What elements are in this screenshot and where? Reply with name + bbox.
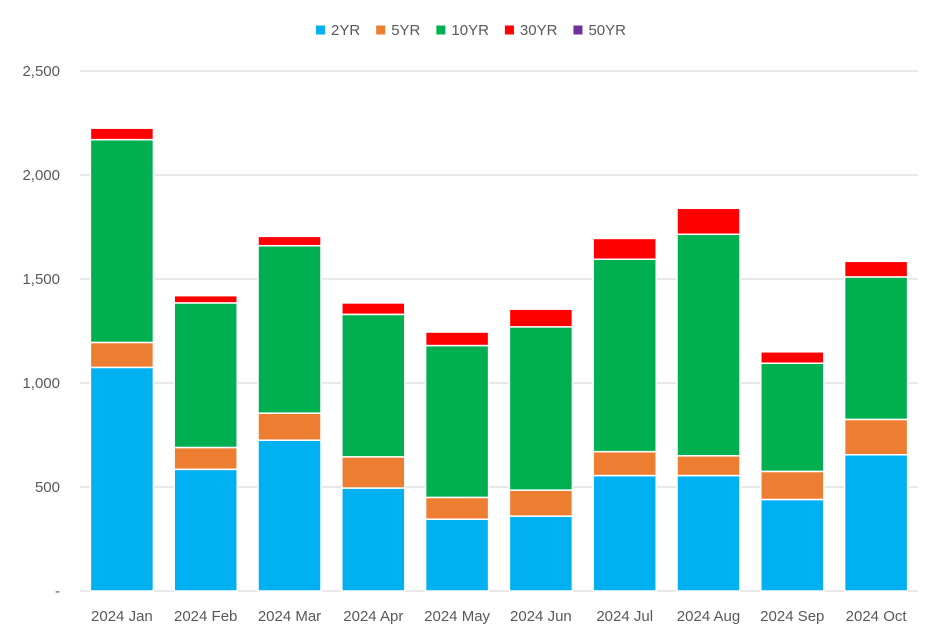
y-tick-label: 1,000 <box>22 375 60 392</box>
bar-segment-5yr <box>89 341 155 369</box>
bar-segment-10yr <box>257 244 322 414</box>
bar-stack-2024-mar <box>257 235 322 592</box>
bar-segment-30yr <box>89 127 155 141</box>
bar-segment-30yr <box>508 308 574 328</box>
y-axis: - 500 1,000 1,500 2,000 2,500 <box>22 63 60 600</box>
bar-segment-30yr <box>760 351 825 364</box>
legend-label: 50YR <box>588 22 626 39</box>
bar-segment-30yr <box>676 207 741 236</box>
x-tick-label: 2024 Aug <box>677 608 740 625</box>
bar-segment-30yr <box>257 235 322 247</box>
bar-segment-2yr <box>592 474 657 592</box>
bar-segment-10yr <box>760 362 825 473</box>
x-tick-label: 2024 Jun <box>510 608 572 625</box>
legend-label: 10YR <box>451 22 489 39</box>
bars <box>89 127 909 592</box>
bar-segment-30yr <box>424 331 490 347</box>
bar-segment-2yr <box>341 487 406 592</box>
bar-stack-2024-apr <box>341 302 406 592</box>
x-axis: 2024 Jan 2024 Feb 2024 Mar 2024 Apr 2024 May… <box>91 608 907 625</box>
legend-item-10yr: 10YR <box>436 22 489 39</box>
legend-item-5yr: 5YR <box>376 22 421 39</box>
bar-segment-10yr <box>676 233 741 457</box>
bar-segment-10yr <box>173 302 238 449</box>
bar-segment-10yr <box>508 326 574 491</box>
x-tick-label: 2024 Sep <box>760 608 824 625</box>
bar-segment-2yr <box>173 468 238 592</box>
bar-segment-10yr <box>89 138 155 344</box>
bar-stack-2024-oct <box>843 260 909 592</box>
bar-stack-2024-sep <box>760 351 825 592</box>
bar-segment-5yr <box>257 412 322 441</box>
bar-stack-2024-aug <box>676 207 741 592</box>
bar-segment-2yr <box>424 518 490 592</box>
legend-swatch <box>376 25 386 35</box>
bar-segment-2yr <box>508 515 574 592</box>
y-tick-label: 2,500 <box>22 63 60 80</box>
bar-segment-10yr <box>843 276 909 421</box>
y-tick-label: 500 <box>35 479 60 496</box>
bar-segment-30yr <box>341 302 406 316</box>
legend-item-50yr: 50YR <box>573 22 626 39</box>
bar-segment-5yr <box>592 450 657 477</box>
x-tick-label: 2024 Mar <box>258 608 321 625</box>
legend-swatch <box>316 25 326 35</box>
x-tick-label: 2024 May <box>424 608 490 625</box>
y-tick-label: 2,000 <box>22 167 60 184</box>
bar-stack-2024-jul <box>592 237 657 592</box>
legend-label: 5YR <box>391 22 420 39</box>
bar-segment-2yr <box>89 366 155 592</box>
x-tick-label: 2024 Jan <box>91 608 153 625</box>
legend: 2YR 5YR 10YR 30YR 50YR <box>316 22 626 39</box>
x-tick-label: 2024 Apr <box>343 608 403 625</box>
bar-segment-5yr <box>341 456 406 489</box>
bar-segment-5yr <box>843 418 909 456</box>
bar-segment-5yr <box>424 496 490 520</box>
legend-swatch <box>436 25 446 35</box>
bar-segment-2yr <box>843 454 909 592</box>
x-tick-label: 2024 Jul <box>596 608 653 625</box>
bar-stack-2024-may <box>424 331 490 592</box>
legend-item-2yr: 2YR <box>316 22 360 39</box>
bar-segment-10yr <box>341 313 406 458</box>
bar-segment-5yr <box>676 455 741 477</box>
legend-swatch <box>573 25 583 35</box>
bar-segment-30yr <box>843 260 909 278</box>
legend-item-30yr: 30YR <box>504 22 558 39</box>
bar-segment-30yr <box>173 294 238 304</box>
bar-segment-2yr <box>676 474 741 592</box>
x-tick-label: 2024 Feb <box>174 608 237 625</box>
x-tick-label: 2024 Oct <box>846 608 908 625</box>
bar-stack-2024-feb <box>173 294 238 592</box>
bar-stack-2024-jun <box>508 308 574 592</box>
y-tick-label: - <box>55 583 60 600</box>
legend-label: 2YR <box>331 22 360 39</box>
bar-segment-2yr <box>257 439 322 592</box>
legend-label: 30YR <box>520 22 558 39</box>
bar-segment-2yr <box>760 498 825 592</box>
bar-segment-5yr <box>760 470 825 501</box>
legend-swatch <box>504 25 514 35</box>
bar-segment-5yr <box>508 489 574 517</box>
bar-segment-10yr <box>592 258 657 453</box>
bar-segment-10yr <box>424 344 490 499</box>
bar-segment-30yr <box>592 237 657 260</box>
y-tick-label: 1,500 <box>22 271 60 288</box>
bar-stack-2024-jan <box>89 127 155 592</box>
bar-segment-5yr <box>173 446 238 471</box>
